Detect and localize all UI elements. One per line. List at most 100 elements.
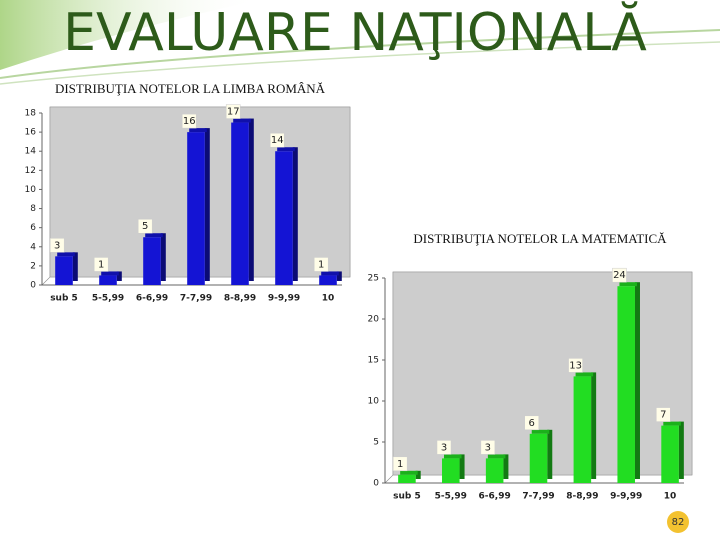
y-tick-label: 14 (25, 147, 37, 157)
data-label: 1 (98, 259, 104, 270)
data-label-box (568, 358, 583, 373)
bar (187, 132, 205, 285)
bar (529, 433, 548, 483)
decoration-line (0, 41, 720, 85)
x-tick-label: 6-6,99 (479, 492, 511, 502)
bar-side (634, 282, 640, 479)
bar-top (189, 128, 207, 133)
bar-top (321, 271, 339, 276)
x-tick-label: sub 5 (50, 294, 78, 304)
data-label: 24 (613, 270, 626, 281)
x-tick-label: 10 (664, 492, 677, 502)
data-label-box (181, 113, 197, 129)
bar-side (116, 271, 122, 281)
bar-side (591, 372, 597, 479)
bar-top (619, 282, 637, 287)
page-badge (667, 511, 689, 533)
bar-top (101, 271, 119, 276)
data-label: 16 (183, 116, 196, 127)
data-label-box (269, 132, 285, 148)
bar-side (72, 252, 78, 281)
bar (617, 286, 635, 483)
data-label-box (436, 440, 452, 455)
bar (275, 151, 293, 285)
chart-title: DISTRIBUŢIA NOTELOR LA MATEMATICĂ (413, 231, 667, 246)
data-label-box (49, 238, 65, 253)
bar-side (678, 421, 684, 479)
data-label-box (656, 407, 671, 422)
bar-side (459, 454, 465, 479)
y-tick-label: 8 (30, 204, 36, 214)
bar-top (575, 372, 594, 377)
data-label-box (612, 267, 627, 283)
y-tick-label: 5 (373, 438, 379, 448)
data-label: 3 (485, 442, 491, 453)
data-label: 5 (142, 221, 148, 232)
bar (485, 458, 504, 483)
bar-side (415, 470, 421, 479)
bar-top (277, 147, 295, 152)
data-label: 1 (397, 459, 403, 470)
y-tick-label: 2 (30, 261, 36, 271)
data-label-box (524, 415, 539, 431)
bar (398, 474, 416, 483)
x-tick-label: 5-5,99 (92, 294, 124, 304)
y-tick-label: 4 (30, 242, 36, 252)
y-tick-label: 20 (368, 315, 380, 325)
slide-title: EVALUARE NAŢIONALĂ (63, 1, 647, 63)
decoration-line (0, 29, 720, 79)
y-tick-label: 18 (25, 109, 37, 119)
bar-top (145, 233, 163, 238)
y-tick-label: 12 (25, 166, 36, 176)
data-label: 17 (227, 107, 240, 118)
bar-top (400, 470, 418, 475)
y-tick-label: 16 (25, 128, 37, 138)
bar (99, 275, 117, 285)
bar-side (248, 118, 254, 281)
bar-side (503, 454, 509, 479)
bar-side (336, 271, 342, 281)
bar-side (292, 147, 298, 281)
data-label-box (392, 456, 408, 472)
y-tick-label: 0 (373, 479, 379, 489)
bar-top (233, 118, 251, 123)
data-label: 7 (660, 410, 666, 421)
decoration (0, 0, 260, 70)
bar-top (444, 454, 462, 459)
data-label-box (313, 257, 329, 272)
bar-top (663, 421, 681, 426)
bar (55, 256, 73, 285)
data-label: 13 (569, 360, 582, 371)
x-tick-label: 7-7,99 (522, 492, 554, 502)
bar-side (204, 128, 210, 281)
bar (573, 376, 592, 483)
data-label: 14 (271, 135, 284, 146)
bar (442, 458, 460, 483)
bar-top (531, 429, 550, 434)
bar (143, 237, 161, 285)
page-number: 82 (672, 517, 685, 528)
data-label-box (137, 218, 153, 234)
x-tick-label: 10 (322, 294, 335, 304)
bar (231, 122, 249, 285)
y-tick-label: 6 (30, 223, 36, 233)
x-tick-label: 9-9,99 (610, 492, 642, 502)
y-tick-label: 10 (25, 185, 37, 195)
x-tick-label: sub 5 (393, 492, 421, 502)
y-tick-label: 10 (368, 397, 380, 407)
data-label-box (225, 104, 241, 119)
x-tick-label: 9-9,99 (268, 294, 300, 304)
x-tick-label: 6-6,99 (136, 294, 168, 304)
x-tick-label: 5-5,99 (435, 492, 467, 502)
data-label: 6 (529, 418, 535, 429)
chart-title: DISTRIBUŢIA NOTELOR LA LIMBA ROMÂNĂ (55, 81, 326, 96)
data-label: 3 (441, 442, 447, 453)
y-tick-label: 0 (30, 281, 36, 291)
x-tick-label: 7-7,99 (180, 294, 212, 304)
data-label: 1 (318, 259, 324, 270)
y-tick-label: 25 (368, 274, 379, 284)
bar (319, 275, 337, 285)
bar-top (57, 252, 75, 257)
bar (661, 425, 679, 483)
y-tick-label: 15 (368, 356, 379, 366)
